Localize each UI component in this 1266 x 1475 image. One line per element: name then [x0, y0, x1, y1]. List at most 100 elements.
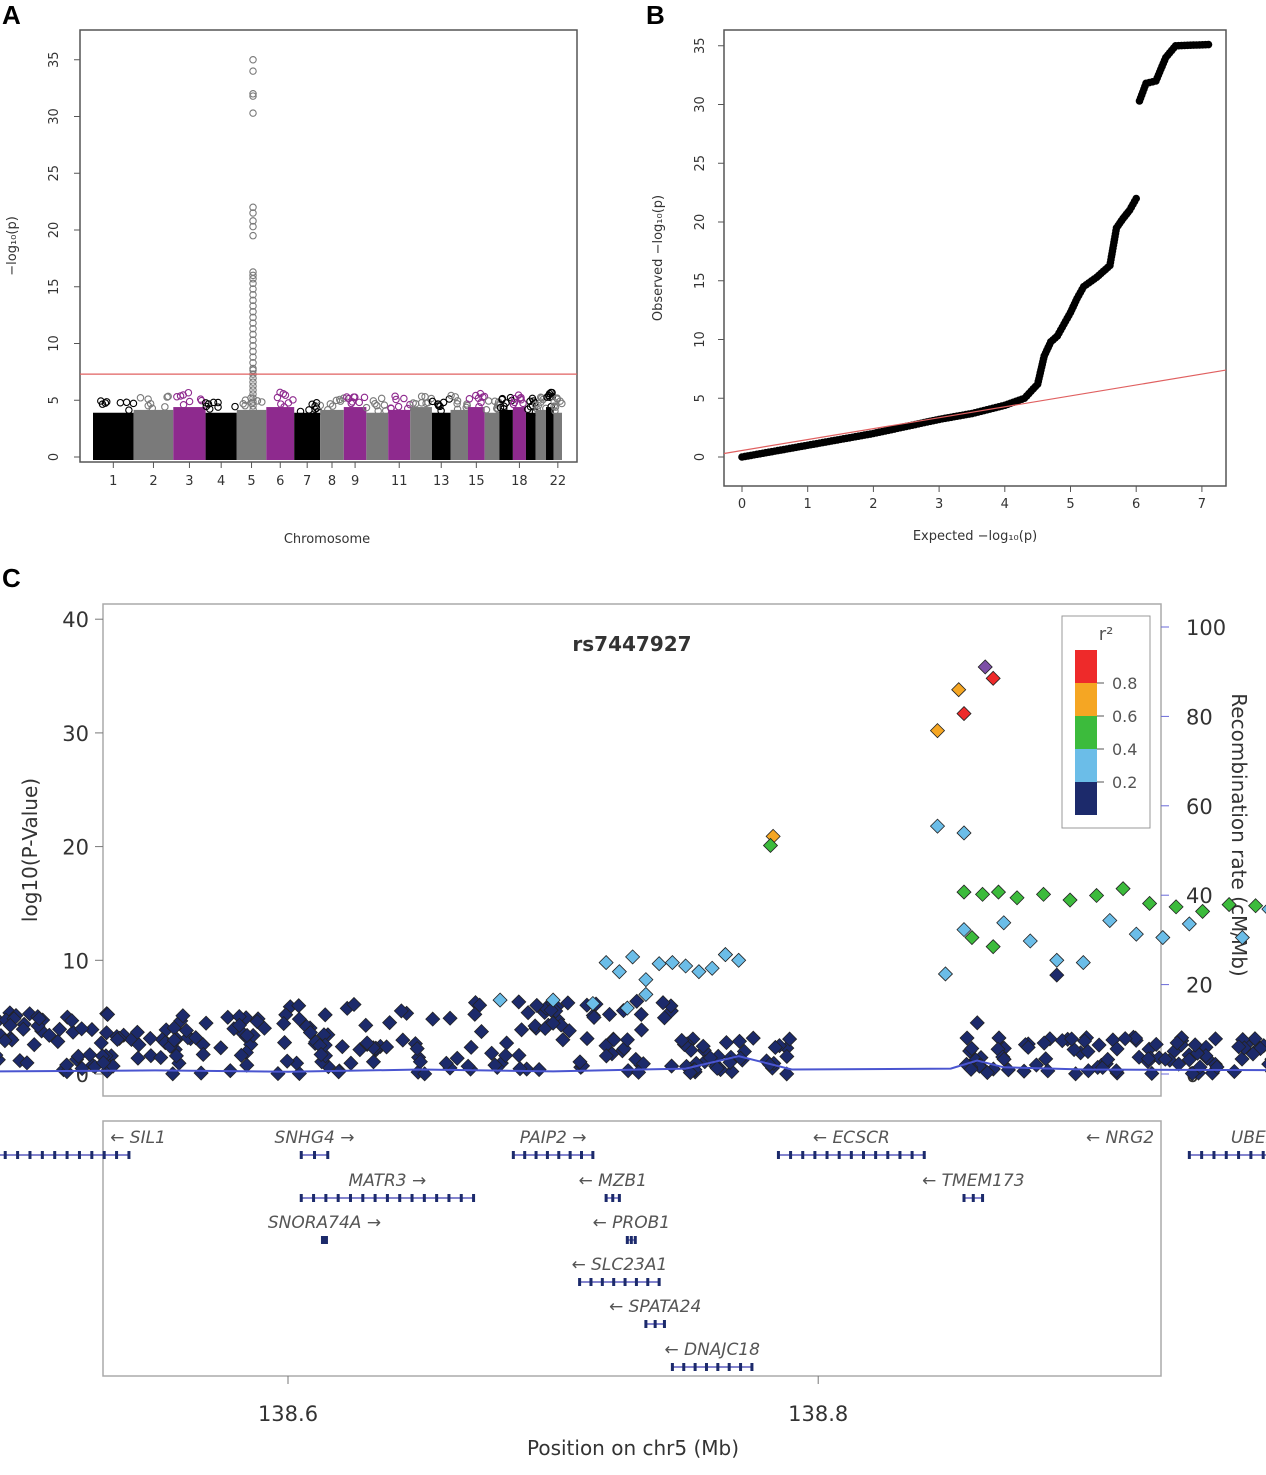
background-snp — [633, 1022, 650, 1038]
snp-point — [311, 402, 319, 410]
background-snp — [130, 1050, 146, 1066]
gene-exon — [910, 1151, 914, 1159]
gene-exon — [422, 1194, 426, 1202]
y-tick-label: 20 — [47, 222, 62, 239]
x-axis-label: Chromosome — [284, 532, 370, 547]
snp-06-08 — [951, 682, 967, 698]
snp-point — [350, 393, 358, 401]
chromosome-band — [512, 407, 526, 460]
chromosome-band — [205, 412, 237, 460]
peak-snp-point — [249, 378, 257, 386]
gene-exon — [623, 1278, 627, 1286]
y-tick-label: 40 — [62, 608, 89, 632]
background-snp — [1231, 1039, 1247, 1055]
snp-04-06 — [1248, 898, 1264, 914]
regional-association-plot: 010203040log10(P-Value)020406080100Recom… — [0, 603, 1266, 1460]
x-tick-label: 8 — [328, 474, 336, 489]
background-snp — [198, 1015, 214, 1031]
snp-point — [214, 403, 222, 411]
peak-snp-point — [249, 319, 257, 327]
snp-point — [239, 399, 247, 408]
gene-exon — [472, 1194, 476, 1202]
snp-point — [475, 402, 483, 411]
background-snp — [656, 1010, 673, 1026]
background-snp — [70, 1048, 86, 1064]
snp-point — [348, 398, 357, 406]
background-snp — [256, 1020, 272, 1036]
chromosome-band — [468, 407, 485, 460]
snp-point — [391, 392, 399, 401]
background-snp — [19, 1055, 35, 1071]
snp-02-04 — [664, 955, 680, 971]
background-snp — [409, 1041, 425, 1057]
legend-label: 0.4 — [1112, 740, 1137, 759]
chromosome-band — [535, 409, 547, 460]
background-snp — [0, 1033, 13, 1049]
background-snp — [745, 1030, 761, 1046]
x-tick-label: 6 — [276, 474, 284, 489]
background-snp — [664, 1058, 680, 1074]
gene-exon — [750, 1363, 754, 1371]
plot-frame — [79, 29, 578, 463]
background-snp — [74, 1060, 90, 1077]
gene-exon — [591, 1151, 595, 1159]
peak-snp-point — [249, 285, 257, 293]
gene-exon — [336, 1194, 340, 1202]
snp-point — [447, 391, 455, 400]
snp-04-06 — [1035, 886, 1052, 902]
background-snp — [109, 1031, 125, 1048]
background-snp — [498, 1047, 514, 1064]
background-snp — [379, 1039, 395, 1055]
gene-exon — [1200, 1151, 1204, 1159]
background-snp — [529, 997, 545, 1013]
snp-02-04 — [619, 1000, 635, 1016]
gene-track-frame — [102, 1120, 1162, 1377]
background-snp — [1066, 1041, 1082, 1058]
background-snp — [963, 1061, 979, 1077]
snp-point — [328, 402, 337, 410]
snp-point — [531, 401, 540, 409]
gene-exon — [739, 1363, 743, 1371]
snp-02-04 — [691, 964, 707, 980]
gene-exon — [922, 1151, 926, 1159]
snp-point — [551, 403, 560, 411]
background-snp — [718, 1035, 735, 1051]
gene-exon — [604, 1194, 608, 1202]
peak-snp-point — [249, 366, 257, 374]
peak-snp-point — [249, 275, 257, 283]
background-snp — [579, 1031, 595, 1047]
background-snp — [1109, 1041, 1125, 1057]
peak-snp-point — [249, 386, 257, 394]
background-snp — [41, 1027, 57, 1043]
y2-tick-label: 40 — [1186, 884, 1213, 908]
y-axis-label: Observed −log₁₀(p) — [651, 195, 666, 321]
gene-label: SNORA74A → — [268, 1213, 381, 1233]
peak-snp-point — [249, 222, 257, 231]
snp-point — [296, 407, 305, 416]
background-snp — [1171, 1056, 1187, 1072]
background-snp — [1020, 1039, 1036, 1055]
snp-point — [499, 405, 508, 413]
y-tick-label: 30 — [62, 722, 89, 746]
background-snp — [1100, 1051, 1116, 1068]
peak-snp-point — [249, 209, 257, 217]
background-snp — [193, 1065, 209, 1081]
background-snp — [1108, 1063, 1124, 1079]
snp-point — [374, 407, 382, 415]
snp-point — [214, 398, 222, 407]
peak-snp-point — [249, 353, 257, 361]
background-snp — [365, 1054, 382, 1070]
snp-point — [539, 395, 547, 404]
snp-02-04 — [611, 964, 627, 980]
background-snp — [168, 1048, 184, 1064]
background-snp — [996, 1051, 1012, 1067]
y-tick-label: 30 — [693, 96, 708, 113]
background-snp — [64, 1013, 80, 1029]
background-snp — [279, 1053, 295, 1069]
background-snp — [74, 1021, 90, 1037]
snp-02-04 — [625, 949, 641, 965]
background-snp — [779, 1066, 795, 1082]
background-snp — [511, 1047, 527, 1063]
x-tick-label: 13 — [433, 474, 450, 489]
gene-label: MATR3 → — [349, 1171, 427, 1191]
